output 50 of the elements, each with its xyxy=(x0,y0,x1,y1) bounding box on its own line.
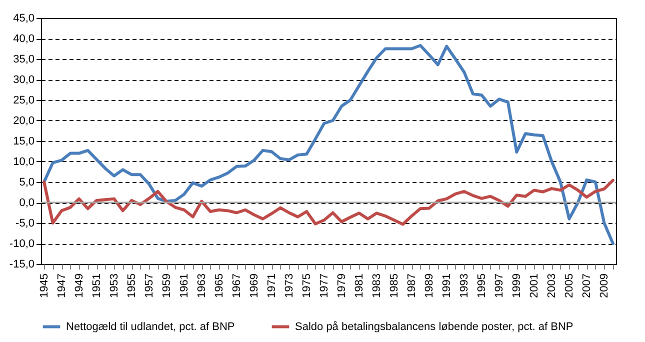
y-tick-label: 25,0 xyxy=(13,94,34,106)
y-tick-label: -15,0 xyxy=(9,258,34,270)
y-tick-label: 30,0 xyxy=(13,74,34,86)
x-tick-label: 1963 xyxy=(196,274,208,298)
x-tick-label: 1951 xyxy=(91,274,104,298)
x-tick-label: 2003 xyxy=(546,274,558,298)
legend-label: Nettogæld til udlandet, pct. af BNP xyxy=(66,320,235,333)
y-tick-label: -5,0 xyxy=(16,218,34,230)
x-tick-label: 1949 xyxy=(74,274,86,298)
x-tick-label: 1979 xyxy=(336,274,348,298)
line-series xyxy=(42,178,614,226)
x-tick-label: 1945 xyxy=(38,274,51,298)
x-tick-label: 1977 xyxy=(318,274,331,298)
x-tick-label: 2007 xyxy=(581,274,594,298)
y-tick-label: 45,0 xyxy=(13,12,34,24)
x-tick-label: 1969 xyxy=(248,274,261,298)
x-tick-label: 2005 xyxy=(564,274,576,298)
x-tick-label: 1993 xyxy=(458,274,471,298)
x-tick-label: 1953 xyxy=(108,274,121,298)
x-tick-label: 1999 xyxy=(511,274,524,298)
x-tick-label: 1991 xyxy=(441,274,454,298)
x-tick-label: 1981 xyxy=(354,274,366,298)
y-tick-label: 10,0 xyxy=(13,156,34,168)
x-tick-label: 1967 xyxy=(231,274,244,298)
x-tick-label: 1989 xyxy=(424,274,436,298)
x-tick-label: 1983 xyxy=(371,274,384,298)
x-tick-label: 1975 xyxy=(301,274,314,298)
y-tick-label: 20,0 xyxy=(13,115,34,127)
x-tick-label: 1961 xyxy=(178,274,191,298)
x-tick-label: 1987 xyxy=(406,274,418,298)
x-tick-label: 1971 xyxy=(266,274,278,298)
x-tick-label: 1995 xyxy=(476,274,488,298)
y-tick-label: 35,0 xyxy=(13,54,34,66)
x-tick-label: 2009 xyxy=(598,274,611,298)
line-series xyxy=(42,44,614,245)
x-tick-label: 1957 xyxy=(144,274,156,298)
x-tick-label: 1985 xyxy=(388,274,401,298)
x-tick-label: 1955 xyxy=(126,274,138,298)
x-tick-label: 1947 xyxy=(56,274,68,298)
x-tick-label: 1997 xyxy=(494,274,506,298)
y-tick-label: -10,0 xyxy=(9,238,34,250)
y-tick-label: 15,0 xyxy=(13,136,34,148)
y-tick-label: 5,0 xyxy=(19,176,34,188)
x-tick-label: 1965 xyxy=(214,274,226,298)
legend-label: Saldo på betalingsbalancens løbende poster, pct. af BNP xyxy=(295,320,574,333)
y-tick-label: 40,0 xyxy=(13,33,34,45)
y-tick-label: 0,0 xyxy=(19,197,34,209)
x-tick-label: 1973 xyxy=(284,274,296,298)
x-tick-label: 1959 xyxy=(161,274,174,298)
x-tick-label: 2001 xyxy=(528,274,541,298)
